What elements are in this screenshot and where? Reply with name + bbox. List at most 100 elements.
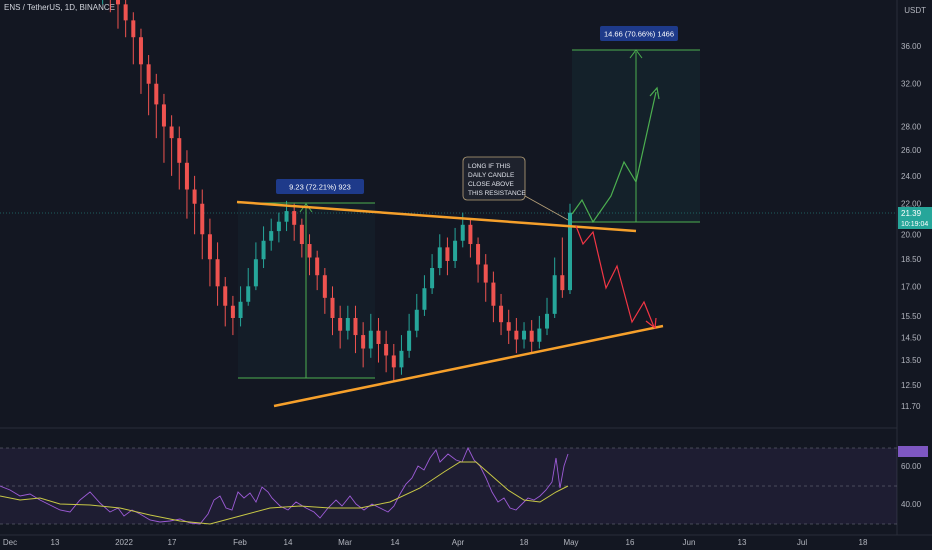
candle-body bbox=[223, 286, 228, 306]
candle-body bbox=[246, 286, 251, 302]
time-tick-label: Dec bbox=[3, 538, 17, 547]
time-tick-label: Feb bbox=[233, 538, 247, 547]
price-tick-label: 18.50 bbox=[901, 255, 922, 264]
time-tick-label: May bbox=[563, 538, 578, 547]
rsi-band bbox=[0, 448, 897, 524]
rsi-tick-40: 40.00 bbox=[901, 500, 922, 509]
candle-body bbox=[330, 297, 335, 318]
candle-body bbox=[499, 305, 504, 323]
candle-body bbox=[545, 313, 550, 329]
candle-body bbox=[437, 247, 442, 269]
candle-body bbox=[414, 309, 419, 331]
candle-body bbox=[476, 244, 481, 265]
candles bbox=[102, 0, 572, 383]
bearish-arrowhead bbox=[645, 317, 657, 330]
time-tick-label: 14 bbox=[391, 538, 400, 547]
last-price-tag bbox=[898, 207, 932, 229]
note-line-3: CLOSE ABOVE bbox=[468, 181, 515, 188]
candle-body bbox=[491, 282, 496, 306]
time-tick-label: 13 bbox=[738, 538, 747, 547]
candle-body bbox=[177, 138, 182, 163]
candle-body bbox=[514, 330, 519, 340]
measure-right-label: 14.66 (70.66%) 1466 bbox=[604, 30, 674, 39]
candle-body bbox=[123, 4, 128, 21]
candle-body bbox=[483, 264, 488, 283]
candle-body bbox=[138, 37, 143, 65]
candle-body bbox=[269, 231, 274, 241]
candle-body bbox=[200, 203, 205, 235]
candle-body bbox=[161, 104, 166, 127]
candle-body bbox=[115, 0, 120, 5]
candle-body bbox=[192, 189, 197, 204]
support-line bbox=[273, 324, 664, 408]
candle-body bbox=[368, 330, 373, 349]
candle-body bbox=[338, 317, 343, 331]
time-tick-label: 18 bbox=[859, 538, 868, 547]
candle-body bbox=[169, 126, 174, 139]
bearish-projection bbox=[575, 225, 655, 328]
candle-body bbox=[391, 355, 396, 368]
price-tick-label: 22.00 bbox=[901, 200, 922, 209]
candle-body bbox=[568, 212, 572, 291]
candle-body bbox=[407, 330, 412, 351]
price-tick-label: 32.00 bbox=[901, 80, 922, 89]
measure-right-arrowhead bbox=[629, 49, 643, 59]
candle-body bbox=[292, 211, 297, 225]
note-line-4: THIS RESISTANCE bbox=[468, 190, 526, 197]
countdown-value: 10:19:04 bbox=[901, 221, 928, 228]
note-pointer bbox=[524, 195, 569, 221]
candle-body bbox=[345, 317, 350, 331]
time-tick-label: 18 bbox=[520, 538, 529, 547]
candle-body bbox=[253, 259, 258, 287]
candle-body bbox=[315, 257, 320, 276]
price-tick-label: 24.00 bbox=[901, 172, 922, 181]
symbol-header: ENS / TetherUS, 1D, BINANCE bbox=[4, 3, 115, 12]
measure-left-label: 9.23 (72.21%) 923 bbox=[289, 183, 351, 192]
note-line-1: LONG IF THIS bbox=[468, 163, 511, 170]
price-unit: USDT bbox=[904, 6, 926, 15]
bullish-arrowhead bbox=[649, 86, 660, 100]
candle-body bbox=[307, 244, 312, 258]
candle-body bbox=[468, 224, 473, 245]
candle-body bbox=[537, 328, 542, 342]
rsi-ma-line bbox=[0, 461, 569, 525]
candle-body bbox=[215, 259, 220, 287]
candle-body bbox=[384, 343, 389, 356]
rsi-value-tag bbox=[898, 446, 928, 457]
time-tick-label: Mar bbox=[338, 538, 352, 547]
candle-body bbox=[522, 330, 527, 340]
price-tick-label: 12.50 bbox=[901, 381, 922, 390]
candle-body bbox=[154, 83, 159, 105]
measure-right-label-bg bbox=[600, 26, 678, 41]
candle-body bbox=[529, 330, 534, 342]
price-tick-label: 13.50 bbox=[901, 356, 922, 365]
measure-left-arrowhead bbox=[299, 203, 313, 213]
candle-body bbox=[552, 275, 557, 314]
note-box bbox=[462, 156, 526, 201]
time-tick-label: 2022 bbox=[115, 538, 133, 547]
candle-body bbox=[184, 162, 189, 190]
price-tick-label: 17.00 bbox=[901, 282, 922, 291]
candle-body bbox=[146, 64, 151, 84]
candle-body bbox=[207, 234, 212, 260]
time-tick-label: 16 bbox=[626, 538, 635, 547]
bullish-projection bbox=[571, 91, 657, 224]
candle-body bbox=[430, 268, 435, 289]
price-tick-label: 28.00 bbox=[901, 122, 922, 131]
price-tick-label: 26.00 bbox=[901, 146, 922, 155]
price-axis: 36.00 32.00 28.00 26.00 24.00 22.00 20.00 18.50… bbox=[901, 42, 922, 411]
candle-body bbox=[399, 350, 404, 368]
price-tick-label: 36.00 bbox=[901, 42, 922, 51]
candle-body bbox=[453, 240, 458, 261]
candle-body bbox=[422, 288, 427, 310]
candle-body bbox=[284, 211, 289, 222]
resistance-line bbox=[236, 200, 637, 233]
candle-body bbox=[506, 322, 511, 331]
candle-body bbox=[276, 221, 281, 232]
price-tick-label: 14.50 bbox=[901, 333, 922, 342]
last-price-value: 21.39 bbox=[901, 209, 922, 218]
rsi-line bbox=[0, 446, 569, 525]
candle-body bbox=[230, 305, 235, 318]
candle-body bbox=[353, 317, 358, 336]
